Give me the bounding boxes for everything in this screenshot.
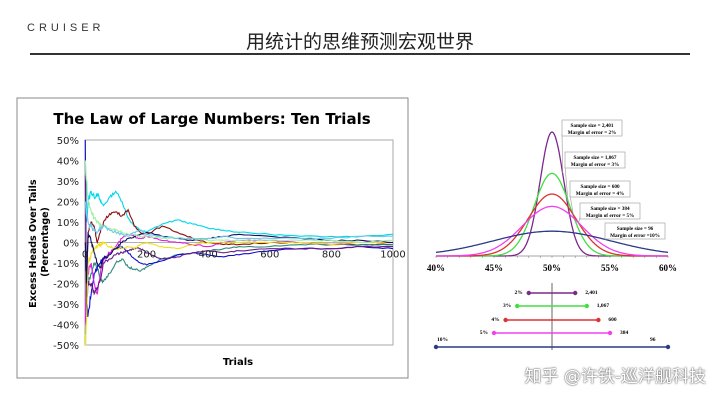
title-divider [30,53,690,55]
annotation-margin: Margin of error = 4% [576,191,625,197]
x-tick-label: 40% [427,263,445,273]
annotation-box [604,222,666,240]
x-tick-label: 1000 [380,250,405,261]
annotation-box [569,180,631,198]
chart-title: The Law of Large Numbers: Ten Trials [53,110,370,128]
y-tick-label: 10% [57,218,79,229]
interval-endpoint [573,290,578,296]
watermark: 知乎 @许铁-巡洋舰科技 [524,367,706,387]
x-tick-label: 45% [485,263,503,273]
annotation-sample-size: Sample size = 2,401 [570,123,613,129]
annotation-leader [569,194,574,215]
annotation-sample-size: Sample size = 384 [590,206,630,212]
x-tick-label: 60% [659,263,677,273]
annotation-sample-size: Sample size = 96 [617,226,654,232]
y-tick-label: 50% [57,136,79,147]
x-tick-label: 200 [137,250,156,261]
y-tick-label: 20% [57,198,79,209]
y-tick-label: 0% [63,239,79,250]
annotation-margin: Margin of error =10% [610,233,660,239]
y-tick-label: -50% [53,341,79,352]
slide-title: 用统计的思维预测宏观世界 [245,31,474,53]
annotation-margin: Margin of error = 3% [571,162,620,168]
y-tick-label: -10% [53,259,79,270]
interval-margin-label: 4% [491,317,499,323]
series-line-1 [84,160,394,238]
x-tick-label: 800 [322,250,341,261]
y-tick-label: -40% [53,321,79,332]
series-line-10 [84,201,394,240]
y-tick-label: 40% [57,157,79,168]
cruiser-logo: CRUISER [27,22,105,34]
series-line-8 [84,231,394,284]
interval-endpoint [607,330,613,336]
interval-endpoint [491,330,497,336]
interval-endpoint [515,303,520,309]
interval-sample-label: 2,401 [585,290,598,296]
x-axis-label: Trials [223,357,253,368]
y-tick-label: -20% [53,280,79,291]
annotation-leader [564,165,569,201]
annotation-box [561,119,623,137]
interval-sample-label: 384 [620,330,629,336]
interval-margin-label: 5% [480,330,488,336]
y-axis-label-line1: Excess Heads Over Tails [28,179,39,308]
series-line-3 [84,243,394,346]
distribution-curve-10 [435,230,669,254]
annotation-margin: Margin of error = 5% [586,213,635,219]
interval-endpoint [665,344,671,350]
y-tick-label: 30% [57,177,79,188]
interval-endpoint [596,317,601,323]
interval-margin-label: 2% [515,290,523,296]
interval-endpoint [526,290,531,296]
x-tick-label: 50% [543,263,561,273]
interval-endpoint [503,317,508,323]
y-axis-label: Excess Heads Over Tails (Percentage) [28,176,51,308]
interval-endpoint [433,344,439,350]
series-line-6 [84,174,393,305]
y-axis-label-line2: (Percentage) [40,207,51,277]
interval-margin-label: 3% [503,303,511,309]
interval-margin-label: 10% [437,337,448,343]
annotation-margin: Margin of error = 2% [568,130,617,136]
series-line-4 [84,139,394,317]
x-tick-label: 55% [601,263,619,273]
series-line-9 [84,160,394,244]
distribution-curve-5 [436,205,668,257]
y-tick-label: -30% [53,300,79,311]
series-line-7 [84,241,394,346]
interval-sample-label: 600 [608,317,617,323]
annotation-box [579,202,641,220]
annotation-sample-size: Sample size = 1,067 [573,155,616,161]
x-tick-label: 600 [260,250,279,261]
distribution-curve-4 [436,193,668,257]
x-tick-label: 400 [199,250,218,261]
interval-sample-label: 96 [650,337,656,343]
annotation-leader [561,133,563,174]
annotation-sample-size: Sample size = 600 [580,184,620,190]
x-tick-label: 0 [82,250,88,261]
interval-endpoint [584,303,589,309]
interval-sample-label: 1,067 [597,303,610,309]
annotation-box [564,151,626,169]
